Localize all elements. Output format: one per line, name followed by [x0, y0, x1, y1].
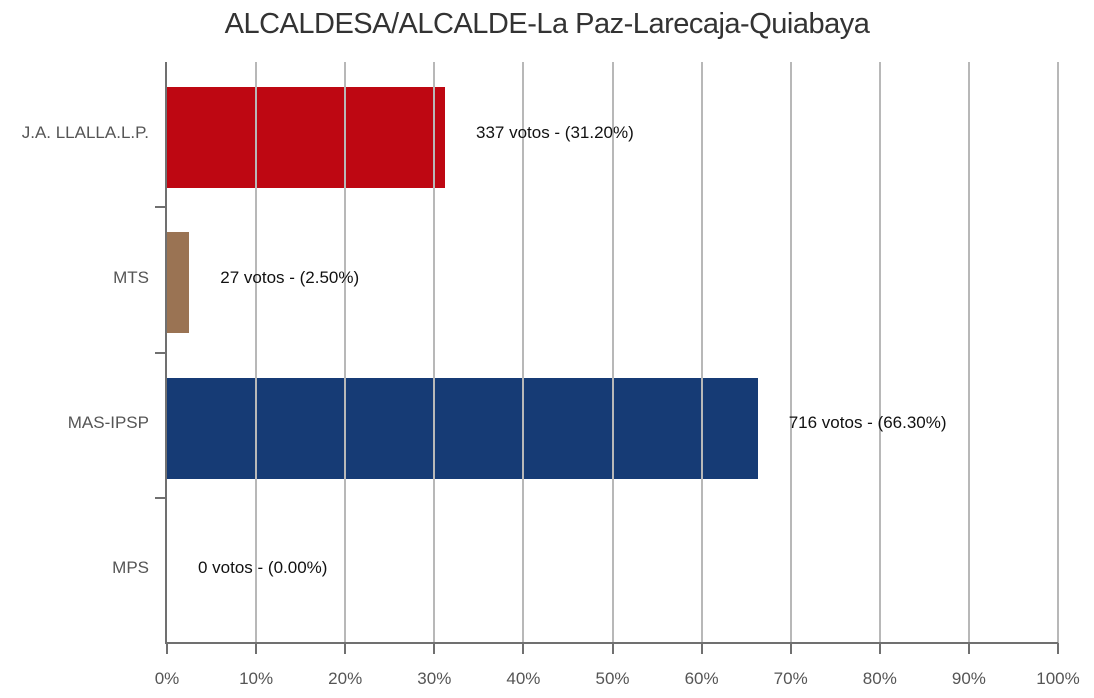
gridline	[700, 62, 703, 643]
data-label: 716 votos - (66.30%)	[788, 413, 947, 433]
gridline	[255, 62, 258, 643]
x-tick-label: 20%	[328, 669, 363, 688]
y-category-label: J.A. LLALLA.L.P.	[21, 122, 149, 142]
x-axis-line	[165, 642, 1058, 644]
data-label: 337 votos - (31.20%)	[475, 122, 634, 142]
x-tick-label: 60%	[684, 669, 719, 688]
y-axis-line	[165, 62, 167, 643]
bar-mts	[167, 232, 190, 334]
y-category-label: MPS	[112, 558, 149, 578]
y-tick-mark	[155, 206, 166, 209]
x-tick-label: 80%	[862, 669, 897, 688]
gridline	[344, 62, 347, 643]
x-tick-mark	[611, 643, 614, 654]
bar-j-a-llalla-l-p-	[167, 87, 445, 188]
x-tick-label: 100%	[1036, 669, 1080, 688]
y-category-label: MTS	[113, 267, 149, 287]
data-label: 27 votos - (2.50%)	[220, 267, 360, 287]
x-tick-mark	[166, 643, 168, 654]
gridline	[1057, 62, 1059, 643]
x-tick-label: 90%	[951, 669, 986, 688]
x-tick-label: 10%	[239, 669, 274, 688]
x-tick-label: 70%	[773, 669, 808, 688]
gridline	[433, 62, 436, 643]
x-tick-mark	[1057, 643, 1059, 654]
gridline	[522, 62, 525, 643]
bar-mas-ipsp	[167, 377, 758, 479]
y-category-label: MAS-IPSP	[67, 413, 149, 433]
x-tick-mark	[522, 643, 525, 654]
x-tick-mark	[255, 643, 258, 654]
x-tick-label: 0%	[154, 669, 180, 688]
gridline	[789, 62, 792, 643]
x-tick-mark	[789, 643, 792, 654]
x-tick-mark	[344, 643, 347, 654]
data-label: 0 votos - (0.00%)	[198, 558, 328, 578]
x-tick-mark	[967, 643, 970, 654]
x-tick-mark	[700, 643, 703, 654]
x-tick-mark	[878, 643, 881, 654]
y-tick-mark	[155, 496, 166, 499]
x-tick-label: 30%	[417, 669, 452, 688]
gridline	[878, 62, 881, 643]
gridline	[611, 62, 614, 643]
x-tick-label: 50%	[595, 669, 630, 688]
y-tick-mark	[155, 351, 166, 354]
x-tick-label: 40%	[506, 669, 541, 688]
x-tick-mark	[433, 643, 436, 654]
gridline	[967, 62, 970, 643]
chart-title: ALCALDESA/ALCALDE-La Paz-Larecaja-Quiaba…	[224, 8, 870, 40]
